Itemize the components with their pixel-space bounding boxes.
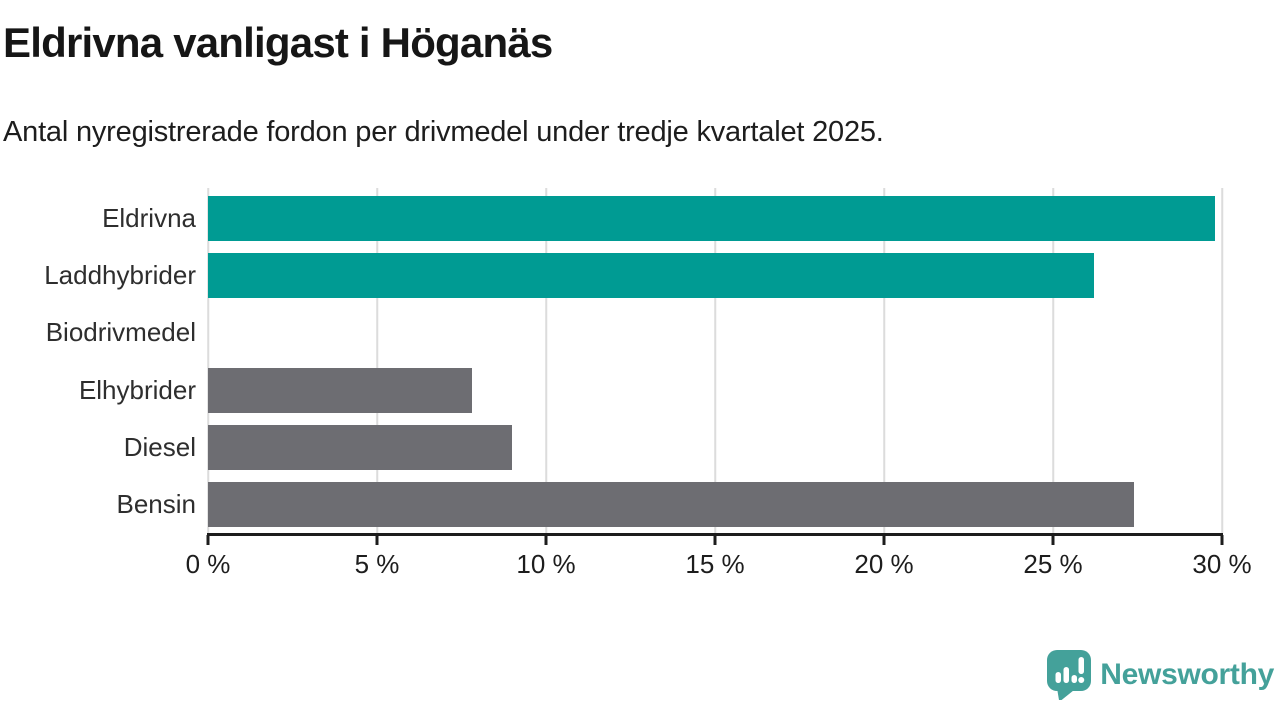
newsworthy-speech-bubble-chart-icon [1047, 650, 1092, 700]
y-axis-label: Bensin [116, 488, 197, 519]
gridline [1221, 188, 1223, 533]
bar-row [208, 362, 1222, 419]
y-axis-labels: Eldrivna Laddhybrider Biodrivmedel Elhybrid… [0, 190, 196, 533]
x-tick [375, 535, 379, 545]
x-axis-line [207, 533, 1223, 536]
x-tick-label: 5 % [354, 549, 400, 579]
y-axis-label: Eldrivna [102, 203, 196, 234]
bar-elhybrider [208, 367, 472, 413]
x-tick-label: 25 % [1023, 549, 1083, 579]
y-axis-label: Diesel [123, 431, 196, 462]
chart-subtitle: Antal nyregistrerade fordon per drivmede… [3, 116, 884, 148]
bar-eldrivna [208, 196, 1216, 242]
x-tick [882, 535, 886, 545]
chart-body: Eldrivna Laddhybrider Biodrivmedel Elhybrid… [0, 188, 1252, 579]
bar-row [208, 304, 1222, 361]
bar-diesel [208, 424, 513, 470]
y-axis-label: Elhybrider [78, 374, 196, 405]
bars [208, 190, 1222, 533]
gridline [1052, 188, 1054, 533]
bar-row [208, 419, 1222, 476]
y-axis-label: Biodrivmedel [45, 317, 196, 348]
x-axis: 0 % 5 % 10 % 15 % 20 % 25 % 30 % [186, 533, 1252, 593]
x-tick [713, 535, 717, 545]
x-tick-label: 30 % [1192, 549, 1252, 579]
gridline [714, 188, 716, 533]
x-tick-label: 10 % [516, 549, 576, 579]
x-tick [206, 535, 210, 545]
gridline [207, 188, 209, 533]
y-axis-label: Laddhybrider [44, 260, 196, 291]
gridline [376, 188, 378, 533]
bar-row [208, 476, 1222, 533]
newsworthy-logo: Newsworthy [1047, 650, 1274, 700]
x-tick [1220, 535, 1224, 545]
x-tick [1051, 535, 1055, 545]
gridlines [207, 188, 1223, 533]
x-tick [544, 535, 548, 545]
x-tick-label: 20 % [854, 549, 914, 579]
bar-row [208, 190, 1222, 247]
plot-area [207, 188, 1223, 533]
newsworthy-logo-text: Newsworthy [1100, 658, 1274, 691]
x-tick-label: 15 % [685, 549, 745, 579]
gridline [883, 188, 885, 533]
chart-title: Eldrivna vanligast i Höganäs [3, 19, 553, 66]
bar-row [208, 247, 1222, 304]
gridline [545, 188, 547, 533]
bar-bensin [208, 481, 1135, 527]
bar-laddhybrider [208, 253, 1094, 299]
x-tick-label: 0 % [185, 549, 231, 579]
